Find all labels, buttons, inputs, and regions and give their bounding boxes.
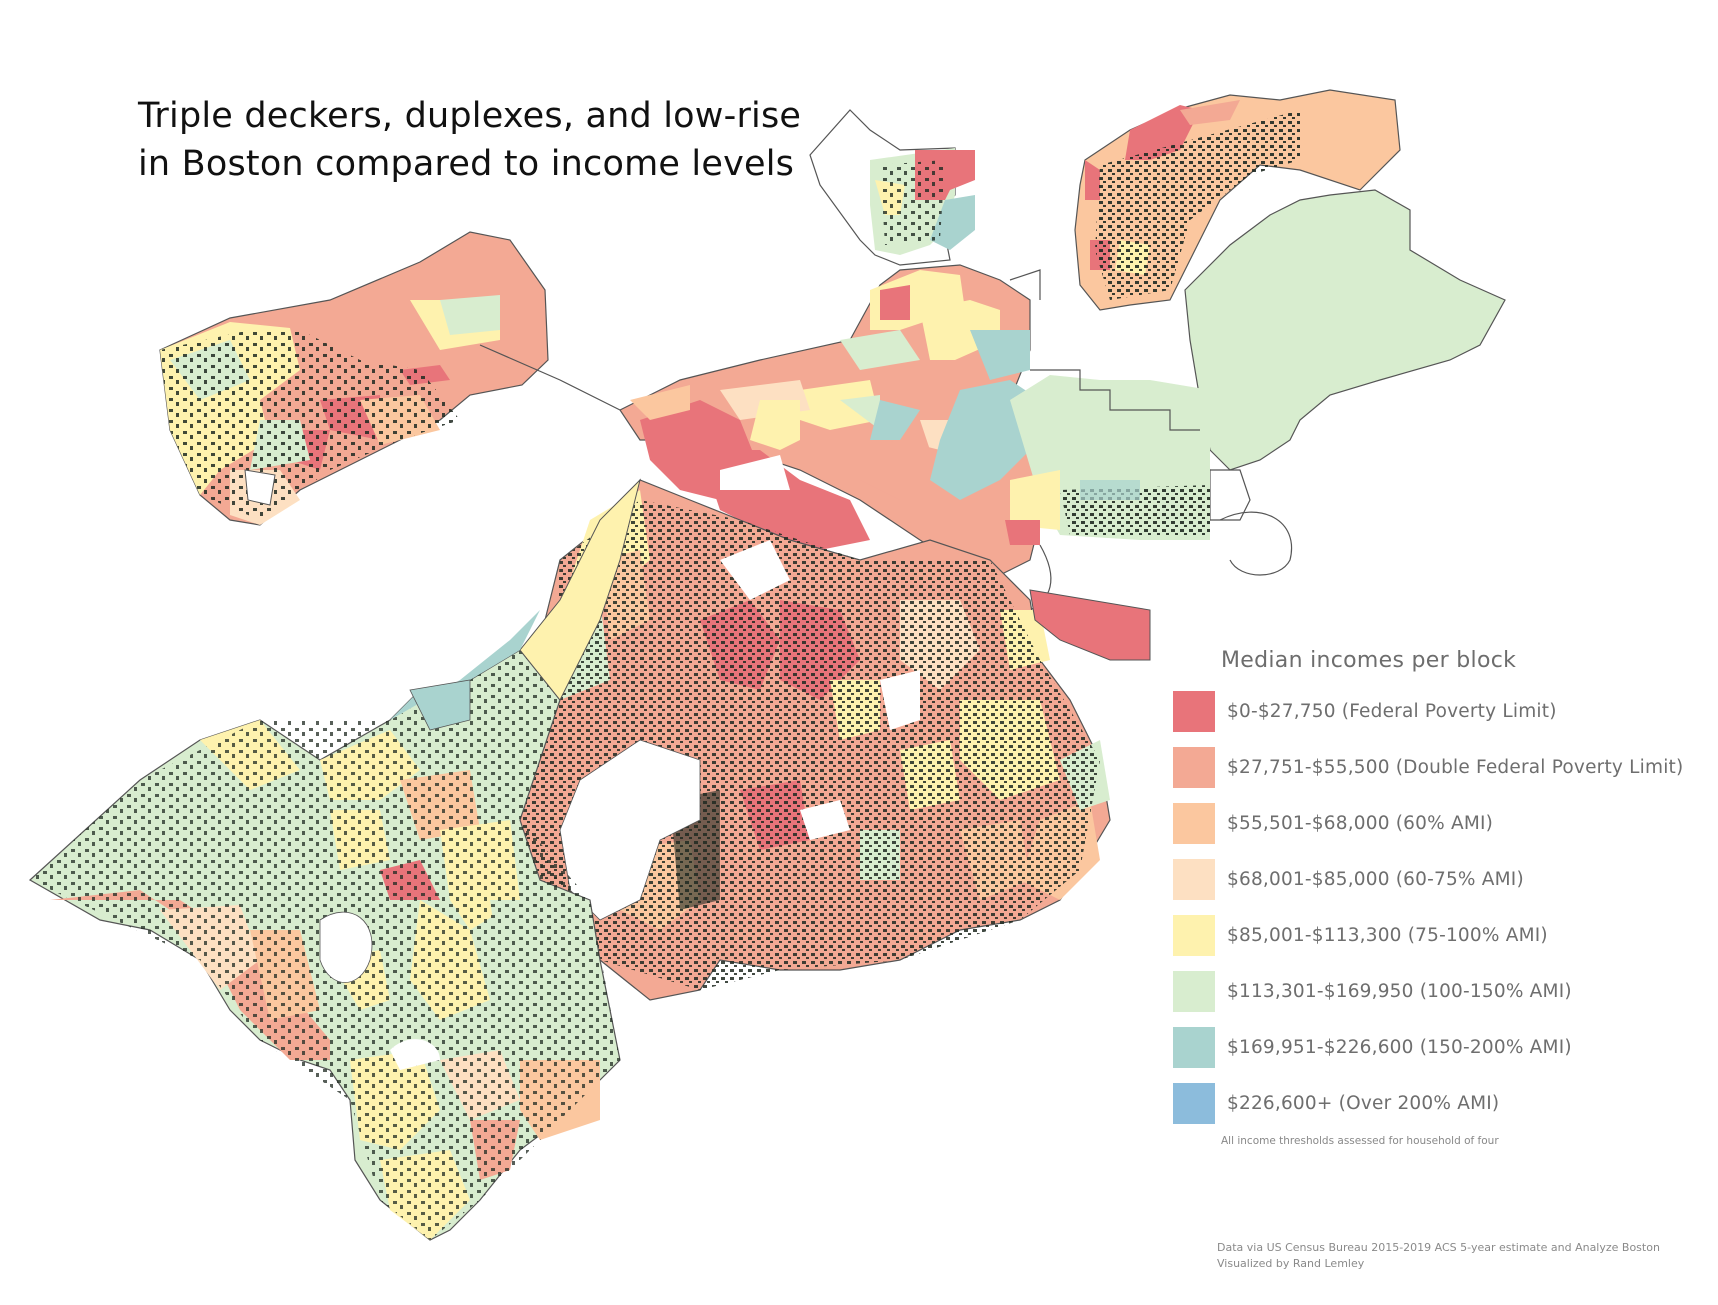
legend-swatch: [1173, 859, 1215, 900]
legend-item: $85,001-$113,300 (75-100% AMI): [1173, 915, 1693, 956]
legend-label: $169,951-$226,600 (150-200% AMI): [1227, 1037, 1572, 1058]
map-title-line-2: in Boston compared to income levels: [138, 144, 795, 184]
region-charlestown: [809, 109, 975, 266]
map-title-line-1: Triple deckers, duplexes, and low-rise: [138, 96, 802, 136]
legend-item: $226,600+ (Over 200% AMI): [1173, 1083, 1693, 1124]
legend-swatch: [1173, 747, 1215, 788]
legend-swatch: [1173, 1083, 1215, 1124]
legend-swatch: [1173, 915, 1215, 956]
region-west-roxbury-hyde-park: [28, 649, 621, 1241]
legend-item: $55,501-$68,000 (60% AMI): [1173, 803, 1693, 844]
region-roxbury-dorchester: [519, 479, 1151, 1001]
legend-item: $169,951-$226,600 (150-200% AMI): [1173, 1027, 1693, 1068]
legend-swatch: [1173, 803, 1215, 844]
legend-label: $226,600+ (Over 200% AMI): [1227, 1093, 1500, 1114]
legend-label: $27,751-$55,500 (Double Federal Poverty …: [1227, 757, 1684, 778]
region-east-boston: [1074, 89, 1506, 471]
legend-item: $0-$27,750 (Federal Poverty Limit): [1173, 691, 1693, 732]
legend: Median incomes per block $0-$27,750 (Fed…: [1173, 648, 1693, 1147]
data-source-credit: Data via US Census Bureau 2015-2019 ACS …: [1217, 1241, 1660, 1254]
legend-item: $68,001-$85,000 (60-75% AMI): [1173, 859, 1693, 900]
legend-label: $85,001-$113,300 (75-100% AMI): [1227, 925, 1548, 946]
region-downtown: [619, 264, 1211, 581]
harbor-piers: [479, 269, 1293, 631]
map-title: Triple deckers, duplexes, and low-rise i…: [138, 92, 801, 188]
legend-item: $113,301-$169,950 (100-150% AMI): [1173, 971, 1693, 1012]
legend-title: Median incomes per block: [1221, 648, 1517, 673]
open-space: [559, 540, 920, 921]
author-credit: Visualized by Rand Lemley: [1217, 1257, 1365, 1270]
legend-swatch: [1173, 1027, 1215, 1068]
region-allston-brighton: [159, 231, 549, 526]
legend-label: $0-$27,750 (Federal Poverty Limit): [1227, 701, 1557, 722]
legend-swatch: [1173, 691, 1215, 732]
legend-label: $55,501-$68,000 (60% AMI): [1227, 813, 1494, 834]
legend-label: $68,001-$85,000 (60-75% AMI): [1227, 869, 1524, 890]
credits: Data via US Census Bureau 2015-2019 ACS …: [1217, 1240, 1660, 1272]
legend-note: All income thresholds assessed for house…: [1221, 1135, 1499, 1147]
legend-item: $27,751-$55,500 (Double Federal Poverty …: [1173, 747, 1693, 788]
legend-swatch: [1173, 971, 1215, 1012]
region-fenway-jp: [390, 478, 641, 731]
legend-label: $113,301-$169,950 (100-150% AMI): [1227, 981, 1572, 1002]
